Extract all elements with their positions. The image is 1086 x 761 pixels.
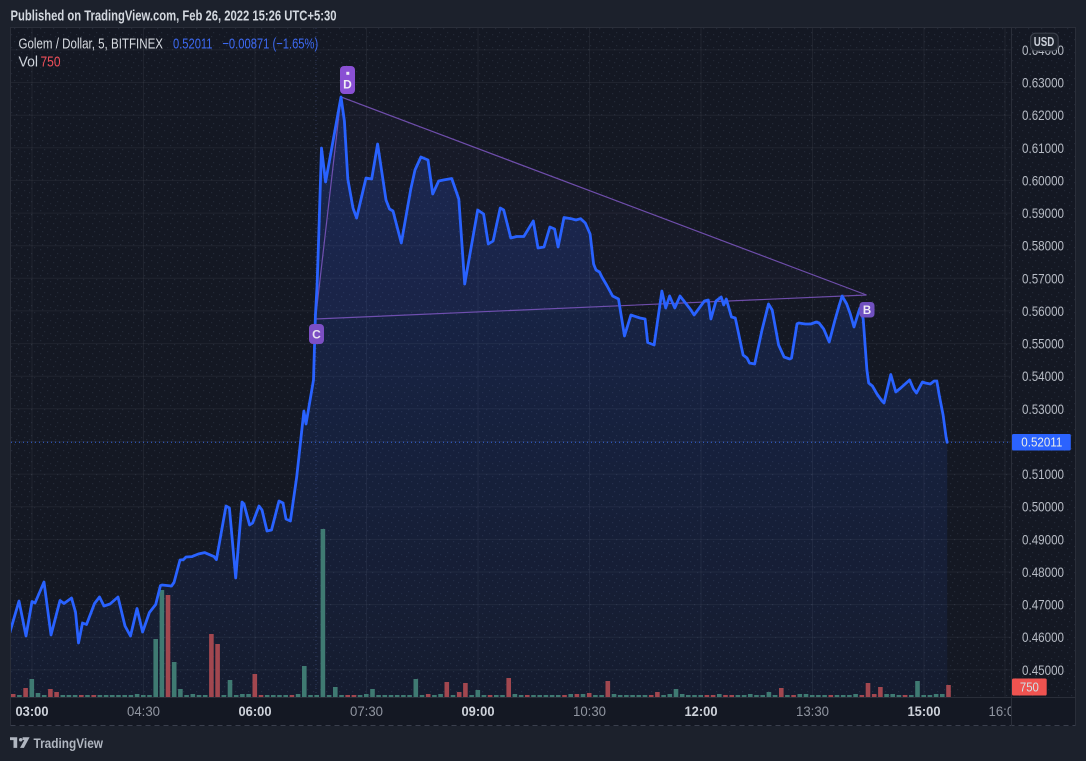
svg-text:03:00: 03:00 bbox=[16, 703, 49, 719]
svg-text:16:00: 16:00 bbox=[989, 703, 1022, 719]
svg-text:09:00: 09:00 bbox=[462, 703, 495, 719]
svg-text:0.59000: 0.59000 bbox=[1022, 205, 1064, 221]
svg-text:0.60000: 0.60000 bbox=[1022, 172, 1064, 188]
svg-text:Golem / Dollar, 5, BITFINEX: Golem / Dollar, 5, BITFINEX bbox=[19, 36, 164, 53]
svg-text:0.62000: 0.62000 bbox=[1022, 107, 1064, 123]
svg-text:0.53000: 0.53000 bbox=[1022, 401, 1064, 417]
svg-text:TradingView: TradingView bbox=[34, 736, 104, 751]
svg-text:0.63000: 0.63000 bbox=[1022, 75, 1064, 91]
svg-text:0.55000: 0.55000 bbox=[1022, 336, 1064, 352]
svg-text:0.51000: 0.51000 bbox=[1022, 466, 1064, 482]
svg-text:0.56000: 0.56000 bbox=[1022, 303, 1064, 319]
svg-text:USD: USD bbox=[1034, 35, 1055, 49]
svg-text:04:30: 04:30 bbox=[127, 703, 160, 719]
svg-text:750: 750 bbox=[1020, 680, 1039, 695]
svg-text:0.61000: 0.61000 bbox=[1022, 140, 1064, 156]
svg-text:0.47000: 0.47000 bbox=[1022, 597, 1064, 613]
svg-text:0.45000: 0.45000 bbox=[1022, 662, 1064, 678]
svg-text:B: B bbox=[863, 305, 871, 317]
svg-text:750: 750 bbox=[41, 54, 61, 71]
svg-text:15:00: 15:00 bbox=[908, 703, 941, 719]
svg-text:07:30: 07:30 bbox=[350, 703, 383, 719]
svg-text:0.48000: 0.48000 bbox=[1022, 564, 1064, 580]
svg-text:06:00: 06:00 bbox=[239, 703, 272, 719]
svg-text:D: D bbox=[343, 78, 352, 92]
svg-text:12:00: 12:00 bbox=[685, 703, 718, 719]
svg-text:0.46000: 0.46000 bbox=[1022, 629, 1064, 645]
svg-text:Published on TradingView.com,: Published on TradingView.com, Feb 26, 20… bbox=[11, 8, 337, 25]
svg-text:0.58000: 0.58000 bbox=[1022, 238, 1064, 254]
svg-text:C: C bbox=[312, 328, 321, 342]
svg-text:0.52011: 0.52011 bbox=[1021, 436, 1062, 450]
svg-text:−0.00871 (−1.65%): −0.00871 (−1.65%) bbox=[222, 36, 318, 53]
svg-text:0.50000: 0.50000 bbox=[1022, 499, 1064, 515]
svg-text:Vol: Vol bbox=[19, 54, 39, 71]
svg-text:10:30: 10:30 bbox=[573, 703, 606, 719]
svg-text:0.49000: 0.49000 bbox=[1022, 531, 1064, 547]
svg-text:0.52011: 0.52011 bbox=[173, 36, 213, 53]
svg-text:0.54000: 0.54000 bbox=[1022, 368, 1064, 384]
svg-text:13:30: 13:30 bbox=[796, 703, 829, 719]
svg-text:0.57000: 0.57000 bbox=[1022, 270, 1064, 286]
